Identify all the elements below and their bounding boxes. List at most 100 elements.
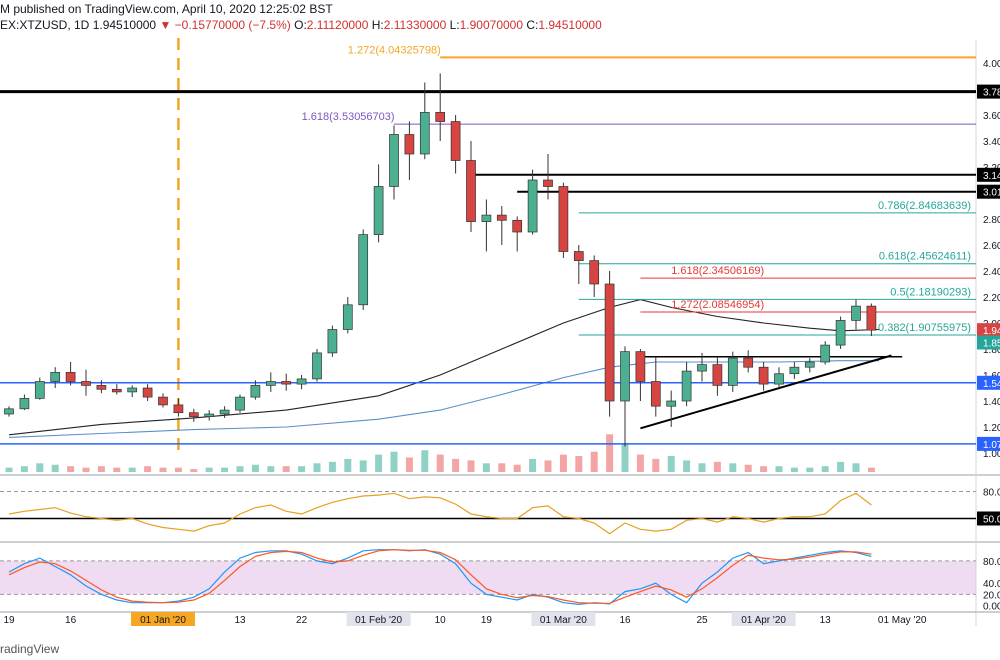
volume-bar [667, 456, 675, 472]
price-tick-label: 2.80 [983, 215, 1000, 226]
price-tick-label: 1.00 [983, 449, 1000, 460]
close-label: C: [526, 18, 539, 32]
volume-bar [713, 461, 721, 472]
volume-bar [790, 467, 798, 472]
high-label: H: [371, 18, 384, 32]
candle-body [820, 344, 831, 363]
candle-body [188, 412, 199, 417]
stoch-axis-label: 20.00 [983, 590, 1000, 601]
volume-bar [575, 456, 583, 472]
price-badge [977, 167, 1000, 182]
candle-body [573, 251, 584, 261]
volume-bar [760, 466, 768, 472]
volume-bar [544, 460, 552, 472]
candle-body [604, 283, 615, 402]
low-label: L: [449, 18, 460, 32]
time-label-highlight [531, 612, 596, 626]
volume-bar [282, 466, 290, 472]
volume-bar [513, 464, 521, 472]
moving-average-100 [8, 299, 880, 436]
stoch-axis-label: 0.00 [983, 602, 1000, 613]
price-badge [977, 375, 1000, 390]
high-value: 2.11330000 [383, 18, 447, 32]
volume-bar [436, 454, 444, 472]
volume-bar [806, 467, 814, 472]
volume-bar [159, 467, 167, 472]
time-tick-label: 01 Jan '20 [140, 615, 186, 626]
time-tick-label: 13 [234, 615, 246, 626]
candle-body [681, 370, 692, 402]
price-tick-label: 1.40 [983, 397, 1000, 408]
time-tick-label: 16 [65, 615, 77, 626]
rsi-axis-label: 50.00 [983, 515, 1000, 526]
time-tick-label: 01 May '20 [878, 615, 927, 626]
volume-bar [698, 463, 706, 472]
candle-body [512, 219, 523, 233]
volume-bar [36, 463, 44, 472]
volume-bar [205, 467, 213, 472]
volume-bar [344, 458, 352, 472]
rsi-axis-label: 80.00 [983, 488, 1000, 499]
candle-body [743, 357, 754, 368]
fib-level-label: 0.618(2.45624611) [879, 251, 971, 263]
price-badge-label: 3.14 [983, 171, 1000, 182]
volume-bar [405, 457, 413, 472]
time-tick-label: 01 Mar '20 [540, 615, 587, 626]
candle-body [296, 378, 307, 385]
volume-bar [174, 467, 182, 472]
candle-body [804, 361, 815, 368]
close-value: 1.94510000 [538, 18, 602, 32]
price-tick-label: 2.60 [983, 241, 1000, 252]
fib-level-label: 1.618(3.53056703) [302, 111, 395, 123]
open-label: O: [294, 18, 307, 32]
moving-average-200 [8, 360, 880, 438]
volume-bar [298, 466, 306, 472]
time-tick-label: 19 [3, 615, 15, 626]
volume-bar [128, 467, 136, 472]
time-tick-label: 13 [820, 615, 832, 626]
candle-body [173, 404, 184, 414]
price-tick-label: 2.20 [983, 293, 1000, 304]
candle-body [620, 351, 630, 402]
price-badge-label: 3.01 [983, 188, 1000, 199]
volume-bar [51, 464, 59, 472]
volume-bar [590, 451, 598, 472]
candle-body [635, 351, 646, 382]
candle-body [19, 398, 30, 410]
candle-body [543, 179, 553, 187]
candle-body [50, 372, 61, 382]
candle-body [774, 373, 784, 385]
main-pane-bg [0, 40, 1000, 472]
price-badge [977, 84, 1000, 99]
candle-body [835, 320, 846, 346]
candle-body [358, 234, 369, 306]
volume-bar [82, 467, 90, 472]
low-value: 1.90070000 [459, 18, 524, 32]
candle-body [789, 366, 800, 375]
candle-body [450, 121, 461, 161]
volume-bar [821, 466, 829, 472]
candle-body [666, 400, 677, 407]
volume-bar [5, 467, 13, 472]
candle-body [265, 381, 276, 386]
candle-body [327, 329, 338, 354]
candle-body [127, 387, 138, 393]
candle-body [281, 381, 292, 385]
price-tick-label: 2.40 [983, 267, 1000, 278]
price-badge-label: 1.54 [983, 379, 1000, 390]
stoch-d-line [8, 549, 872, 604]
volume-bar [328, 461, 336, 472]
volume-bar [97, 466, 105, 472]
fib-level-label: 1.272(2.08546954) [671, 299, 764, 311]
last-price: 1.94510000 [92, 18, 157, 32]
price-tick-label: 1.20 [983, 423, 1000, 434]
price-change: ▼ −0.15770000 (−7.5%) [159, 18, 291, 32]
publish-text: M published on TradingView.com, April 10… [0, 2, 333, 16]
volume-bar [313, 463, 321, 472]
candle-body [481, 214, 492, 222]
volume-bar [606, 434, 614, 472]
fib-level-label: 0.5(2.18190293) [890, 286, 971, 298]
volume-bar [529, 458, 537, 472]
fib-level-label: 1.272(4.04325798) [348, 44, 441, 56]
